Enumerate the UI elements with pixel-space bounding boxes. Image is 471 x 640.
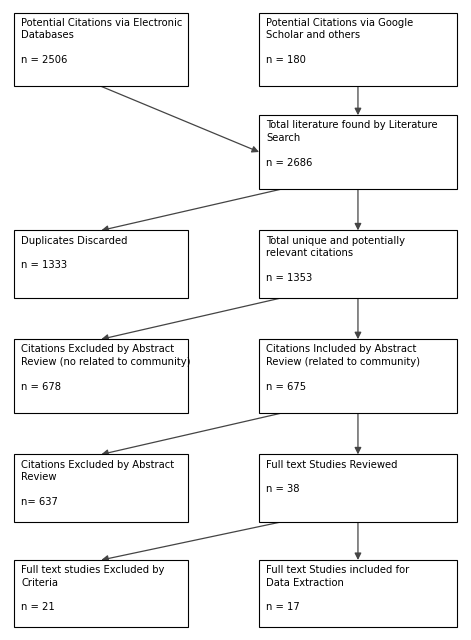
Text: Potential Citations via Electronic
Databases

n = 2506: Potential Citations via Electronic Datab… — [21, 18, 183, 65]
Text: Total unique and potentially
relevant citations

n = 1353: Total unique and potentially relevant ci… — [266, 236, 405, 283]
Text: Total literature found by Literature
Search

n = 2686: Total literature found by Literature Sea… — [266, 120, 438, 168]
Text: Citations Excluded by Abstract
Review

n= 637: Citations Excluded by Abstract Review n=… — [21, 460, 174, 507]
FancyBboxPatch shape — [259, 560, 457, 627]
FancyBboxPatch shape — [14, 454, 188, 522]
Text: Potential Citations via Google
Scholar and others

n = 180: Potential Citations via Google Scholar a… — [266, 18, 414, 65]
FancyBboxPatch shape — [14, 13, 188, 86]
Text: Full text Studies included for
Data Extraction

n = 17: Full text Studies included for Data Extr… — [266, 565, 409, 612]
FancyBboxPatch shape — [259, 454, 457, 522]
FancyBboxPatch shape — [259, 115, 457, 189]
Text: Duplicates Discarded

n = 1333: Duplicates Discarded n = 1333 — [21, 236, 128, 270]
Text: Full text Studies Reviewed

n = 38: Full text Studies Reviewed n = 38 — [266, 460, 398, 494]
FancyBboxPatch shape — [259, 230, 457, 298]
Text: Citations Excluded by Abstract
Review (no related to community)

n = 678: Citations Excluded by Abstract Review (n… — [21, 344, 191, 392]
FancyBboxPatch shape — [259, 339, 457, 413]
FancyBboxPatch shape — [259, 13, 457, 86]
FancyBboxPatch shape — [14, 230, 188, 298]
Text: Citations Included by Abstract
Review (related to community)

n = 675: Citations Included by Abstract Review (r… — [266, 344, 420, 392]
FancyBboxPatch shape — [14, 560, 188, 627]
Text: Full text studies Excluded by
Criteria

n = 21: Full text studies Excluded by Criteria n… — [21, 565, 164, 612]
FancyBboxPatch shape — [14, 339, 188, 413]
